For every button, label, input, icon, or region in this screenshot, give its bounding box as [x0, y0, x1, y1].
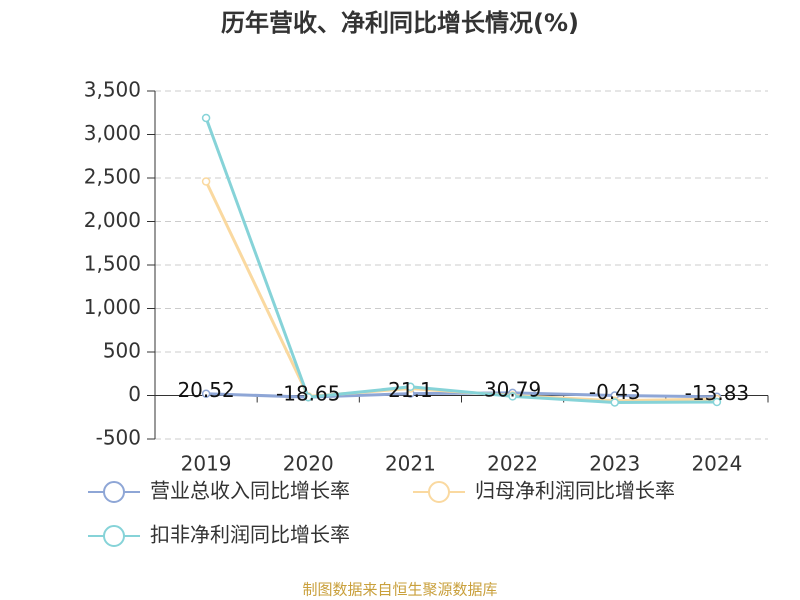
point [610, 398, 619, 407]
point [201, 389, 211, 398]
x-tick-label: 2021 [385, 452, 436, 476]
point [712, 397, 722, 407]
y-tick-label: 500 [103, 339, 141, 363]
y-tick-label: 1,500 [84, 252, 141, 276]
legend-label: 营业总收入同比增长率 [150, 479, 350, 503]
chart-title: 历年营收、净利同比增长情况(%) [221, 9, 579, 37]
y-tick-label: 2,500 [84, 165, 141, 189]
point [201, 113, 211, 123]
series-line [204, 180, 717, 403]
legend-marker [428, 481, 450, 503]
y-tick-label: 1,000 [84, 295, 141, 319]
legend-marker [103, 481, 125, 503]
x-tick-label: 2020 [283, 452, 334, 476]
y-tick-label: -500 [96, 426, 141, 450]
x-tick-label: 2023 [589, 452, 640, 476]
x-tick-label: 2022 [487, 452, 538, 476]
series-line [204, 117, 717, 404]
y-tick-label: 3,000 [84, 121, 141, 145]
x-tick-label: 2024 [691, 452, 742, 476]
x-tick-label: 2019 [181, 452, 232, 476]
point [201, 177, 211, 186]
point [304, 392, 313, 402]
point [406, 382, 415, 392]
legend-marker [103, 525, 125, 547]
point [508, 392, 517, 401]
data-label: 20.52 [177, 378, 234, 402]
data-label: -13.83 [685, 381, 749, 405]
legend-label: 归母净利润同比增长率 [475, 479, 675, 503]
data-label: 21.1 [388, 378, 433, 402]
y-tick-label: 0 [128, 382, 141, 406]
data-label: 30.79 [484, 377, 541, 401]
source-note: 制图数据来自恒生聚源数据库 [302, 581, 497, 599]
data-label: -18.65 [276, 382, 340, 406]
legend-label: 扣非净利润同比增长率 [150, 523, 350, 547]
y-tick-label: 3,500 [84, 78, 141, 102]
data-label: -0.43 [589, 380, 641, 404]
y-tick-label: 2,000 [84, 208, 141, 232]
